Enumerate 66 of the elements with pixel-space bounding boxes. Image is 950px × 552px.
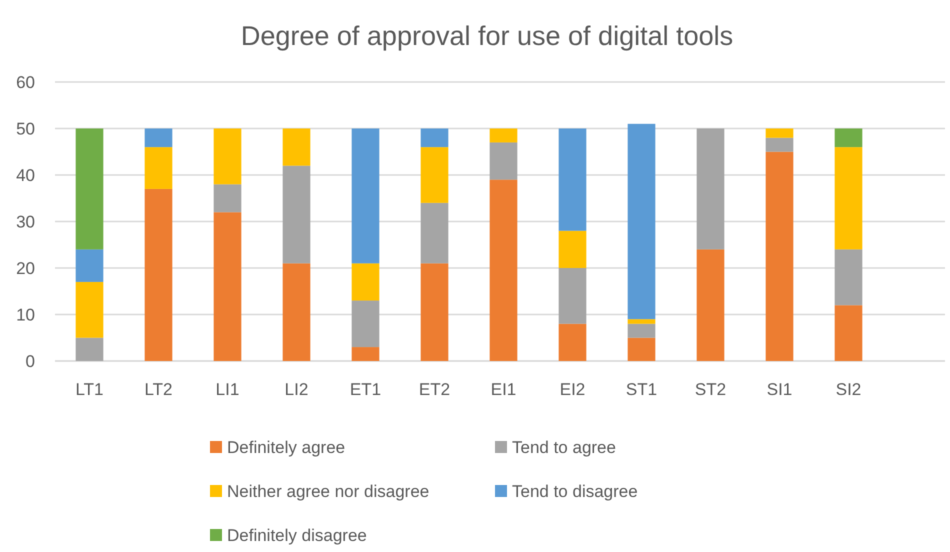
- legend-label: Tend to agree: [512, 438, 616, 457]
- bar: [628, 338, 656, 361]
- y-tick-label: 20: [16, 258, 35, 278]
- x-tick-label: LI2: [284, 380, 308, 399]
- x-tick-label: ST1: [626, 380, 658, 399]
- bar: [282, 263, 310, 361]
- bar: [834, 128, 862, 148]
- bar: [352, 128, 380, 264]
- bar: [76, 128, 104, 250]
- y-tick-label: 0: [26, 352, 35, 371]
- bar: [420, 128, 448, 148]
- bar: [834, 249, 862, 306]
- bar: [834, 147, 862, 250]
- bar: [76, 249, 104, 282]
- bar: [420, 202, 448, 264]
- bar: [352, 347, 380, 361]
- x-tick-label: ST2: [694, 380, 726, 399]
- bar: [490, 180, 518, 361]
- legend-label: Definitely agree: [227, 438, 346, 457]
- x-tick-label: LT1: [75, 380, 104, 399]
- bar: [76, 338, 104, 361]
- x-tick-label: LT2: [144, 380, 173, 399]
- legend-label: Neither agree nor disagree: [227, 482, 430, 501]
- bar: [420, 263, 448, 361]
- x-tick-label: EI2: [560, 380, 586, 399]
- bar: [490, 142, 518, 180]
- x-tick-label: EI1: [490, 380, 516, 399]
- bar: [144, 147, 172, 189]
- bar: [766, 138, 794, 152]
- bar: [558, 268, 586, 324]
- bar: [352, 263, 380, 301]
- bar: [628, 124, 656, 320]
- bar: [558, 230, 586, 268]
- bar: [766, 128, 794, 138]
- bar: [214, 128, 242, 184]
- bar: [76, 282, 104, 338]
- x-tick-label: SI2: [836, 380, 862, 399]
- bar: [766, 152, 794, 361]
- bar: [558, 324, 586, 361]
- bar: [282, 166, 310, 264]
- legend-label: Tend to disagree: [512, 482, 638, 501]
- x-tick-label: LI1: [216, 380, 240, 399]
- bar: [144, 128, 172, 148]
- bar: [420, 147, 448, 203]
- x-tick-label: ET2: [418, 380, 450, 399]
- bar: [490, 128, 518, 142]
- chart-title: Degree of approval for use of digital tools: [240, 21, 734, 51]
- bar: [144, 188, 172, 361]
- bar: [352, 300, 380, 348]
- bar: [628, 319, 656, 324]
- y-tick-label: 40: [16, 166, 35, 185]
- bar: [628, 324, 656, 338]
- bar: [696, 249, 724, 361]
- bar: [214, 184, 242, 212]
- bar: [558, 128, 586, 231]
- y-tick-label: 60: [16, 72, 35, 92]
- bar: [834, 305, 862, 361]
- y-tick-label: 10: [16, 305, 35, 324]
- x-tick-label: SI1: [766, 380, 792, 399]
- bar: [282, 128, 310, 166]
- y-tick-label: 50: [16, 119, 35, 138]
- x-tick-label: ET1: [350, 380, 382, 399]
- bar: [696, 128, 724, 250]
- bar: [214, 212, 242, 361]
- y-tick-label: 30: [16, 212, 35, 232]
- legend-label: Definitely disagree: [227, 526, 367, 545]
